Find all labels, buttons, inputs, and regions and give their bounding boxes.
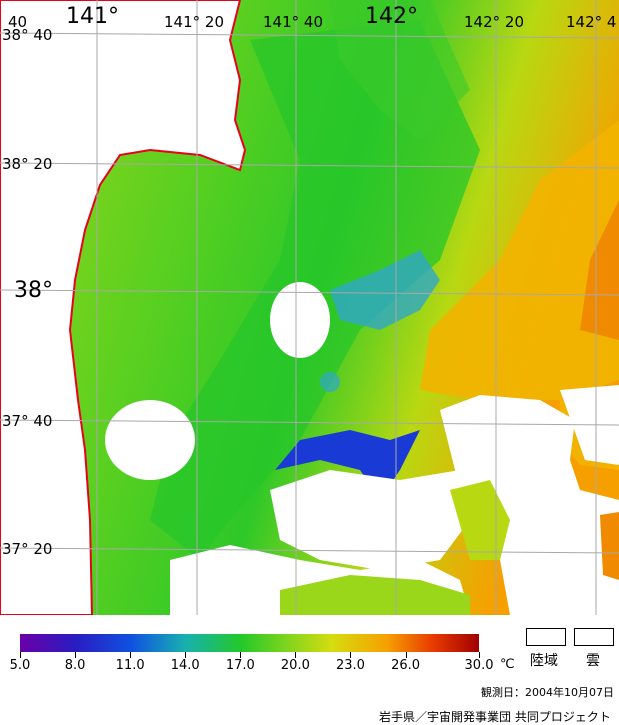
- colorbar-tick-label: 14.0: [170, 658, 200, 673]
- colorbar-tick-label: 26.0: [391, 658, 421, 673]
- sea-remnant: [450, 480, 510, 560]
- sea-remnant: [280, 575, 470, 615]
- sea-warm-core: [580, 200, 619, 340]
- lat-label: 37° 40: [2, 412, 53, 430]
- sea-warm-region: [420, 120, 619, 400]
- land-legend-label: 陸域: [530, 653, 558, 669]
- land-legend-swatch: [526, 628, 566, 646]
- lon-label: 142° 20: [464, 13, 524, 31]
- colorbar-tick: [130, 652, 132, 658]
- sea-green-band: [330, 0, 470, 140]
- colorbar-tick-label: 30.0: [464, 658, 494, 673]
- cloud-legend-label: 雲: [586, 653, 600, 669]
- lon-label: 141° 40: [263, 13, 323, 31]
- colorbar-unit: ℃: [500, 657, 515, 672]
- lon-label: 40: [8, 13, 28, 31]
- colorbar-tick: [20, 652, 21, 658]
- lat-lon-grid: [0, 0, 619, 615]
- colorbar-tick: [479, 652, 480, 658]
- colorbar-tick-label: 20.0: [280, 658, 310, 673]
- colorbar-tick-label: 8.0: [64, 658, 86, 673]
- land-honshu: [0, 0, 247, 615]
- cloud-mask: [105, 400, 195, 480]
- lon-label: 142°: [365, 4, 418, 29]
- colorbar-tick-label: 11.0: [115, 658, 145, 673]
- colorbar-tick-label: 5.0: [9, 658, 31, 673]
- colorbar-tick: [405, 652, 407, 658]
- lon-label: 141°: [66, 4, 119, 29]
- colorbar-tick-label: 23.0: [335, 658, 365, 673]
- lat-label: 37° 20: [2, 540, 53, 558]
- colorbar-tick: [75, 652, 77, 658]
- cloud-legend-swatch: [574, 628, 614, 646]
- colorbar-tick: [240, 652, 242, 658]
- lat-label: 38° 40: [2, 26, 53, 44]
- observation-date: 観測日：2004年10月07日: [481, 686, 614, 699]
- sea-cold-spot: [320, 372, 340, 392]
- colorbar-tick-label: 17.0: [225, 658, 255, 673]
- cloud-mask: [270, 282, 330, 358]
- cloud-mask: [440, 395, 619, 615]
- colorbar-tick: [185, 652, 187, 658]
- temperature-colorbar: [20, 634, 479, 652]
- lon-label: 141° 20: [164, 13, 224, 31]
- lat-label: 38°: [14, 278, 53, 303]
- credit-line: 岩手県／宇宙開発事業団 共同プロジェクト: [379, 710, 611, 724]
- colorbar-tick: [295, 652, 297, 658]
- lon-label: 142° 4: [566, 13, 617, 31]
- sea-remnant: [600, 512, 619, 580]
- cloud-mask: [270, 470, 470, 570]
- colorbar-tick: [350, 652, 352, 658]
- lat-label: 38° 20: [2, 155, 53, 173]
- sst-map: [0, 0, 619, 615]
- sea-cold-patch: [330, 250, 440, 330]
